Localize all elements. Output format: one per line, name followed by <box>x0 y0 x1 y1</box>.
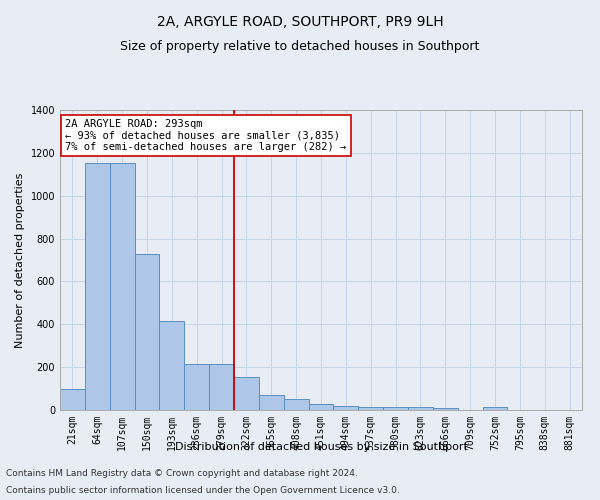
Bar <box>160 321 184 410</box>
Bar <box>60 388 85 410</box>
Bar <box>209 364 234 410</box>
Bar <box>383 407 408 410</box>
Bar <box>85 162 110 410</box>
Text: Contains public sector information licensed under the Open Government Licence v3: Contains public sector information licen… <box>6 486 400 495</box>
Bar <box>482 408 508 410</box>
Bar <box>184 364 209 410</box>
Bar <box>334 406 358 410</box>
Bar <box>284 400 308 410</box>
Bar <box>259 395 284 410</box>
Text: 2A, ARGYLE ROAD, SOUTHPORT, PR9 9LH: 2A, ARGYLE ROAD, SOUTHPORT, PR9 9LH <box>157 15 443 29</box>
Text: Contains HM Land Registry data © Crown copyright and database right 2024.: Contains HM Land Registry data © Crown c… <box>6 468 358 477</box>
Bar <box>408 407 433 410</box>
Text: Size of property relative to detached houses in Southport: Size of property relative to detached ho… <box>121 40 479 53</box>
Bar <box>358 407 383 410</box>
Y-axis label: Number of detached properties: Number of detached properties <box>15 172 25 348</box>
Bar <box>134 254 160 410</box>
Bar <box>234 377 259 410</box>
Text: 2A ARGYLE ROAD: 293sqm
← 93% of detached houses are smaller (3,835)
7% of semi-d: 2A ARGYLE ROAD: 293sqm ← 93% of detached… <box>65 119 346 152</box>
Bar <box>308 404 334 410</box>
Bar <box>110 162 134 410</box>
Text: Distribution of detached houses by size in Southport: Distribution of detached houses by size … <box>175 442 467 452</box>
Bar <box>433 408 458 410</box>
